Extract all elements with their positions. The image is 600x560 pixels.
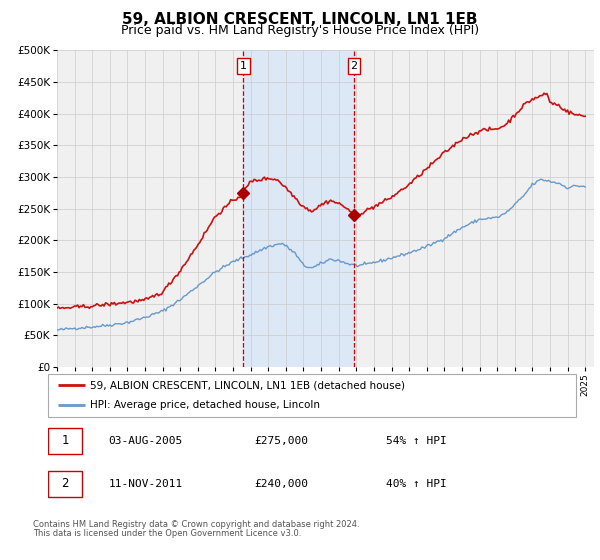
Text: 2: 2: [350, 61, 358, 71]
Text: Price paid vs. HM Land Registry's House Price Index (HPI): Price paid vs. HM Land Registry's House …: [121, 24, 479, 36]
Text: 59, ALBION CRESCENT, LINCOLN, LN1 1EB: 59, ALBION CRESCENT, LINCOLN, LN1 1EB: [122, 12, 478, 27]
Text: 11-NOV-2011: 11-NOV-2011: [109, 479, 183, 489]
Text: 59, ALBION CRESCENT, LINCOLN, LN1 1EB (detached house): 59, ALBION CRESCENT, LINCOLN, LN1 1EB (d…: [90, 380, 405, 390]
Bar: [244, 50, 354, 367]
Text: Contains HM Land Registry data © Crown copyright and database right 2024.: Contains HM Land Registry data © Crown c…: [33, 520, 359, 529]
Text: HPI: Average price, detached house, Lincoln: HPI: Average price, detached house, Linc…: [90, 400, 320, 410]
FancyBboxPatch shape: [48, 471, 82, 497]
Text: 40% ↑ HPI: 40% ↑ HPI: [386, 479, 446, 489]
Text: 54% ↑ HPI: 54% ↑ HPI: [386, 436, 446, 446]
Text: 2: 2: [61, 477, 69, 490]
Text: 03-AUG-2005: 03-AUG-2005: [109, 436, 183, 446]
FancyBboxPatch shape: [48, 374, 576, 417]
FancyBboxPatch shape: [48, 428, 82, 454]
Text: This data is licensed under the Open Government Licence v3.0.: This data is licensed under the Open Gov…: [33, 529, 301, 538]
Text: £275,000: £275,000: [254, 436, 308, 446]
Text: £240,000: £240,000: [254, 479, 308, 489]
Text: 1: 1: [240, 61, 247, 71]
Text: 1: 1: [61, 434, 69, 447]
